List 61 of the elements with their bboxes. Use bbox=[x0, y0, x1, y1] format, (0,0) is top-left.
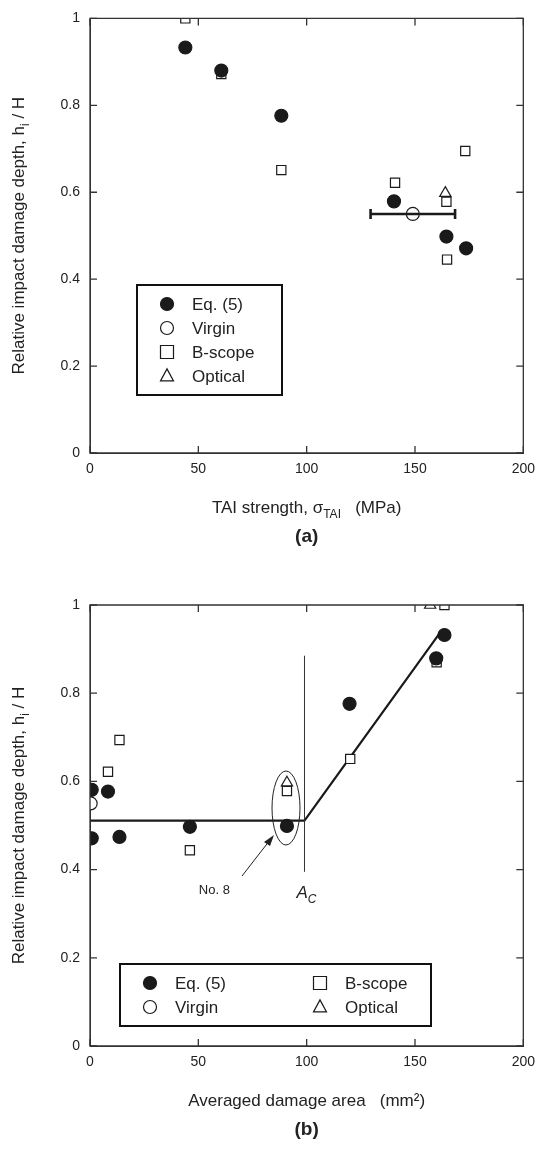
legend-label: Virgin bbox=[192, 319, 236, 338]
x-tick-label: 100 bbox=[294, 460, 319, 477]
x-tick-label: 150 bbox=[403, 1053, 427, 1070]
point bbox=[459, 241, 474, 256]
x-tick-label: 50 bbox=[190, 1053, 207, 1070]
legend-label: B-scope bbox=[192, 343, 255, 362]
point bbox=[182, 819, 197, 834]
text: (a) bbox=[295, 525, 319, 546]
point bbox=[112, 829, 127, 845]
y-tick-label: 0.8 bbox=[60, 96, 81, 113]
x-tick-label: 100 bbox=[294, 1053, 319, 1070]
point bbox=[386, 194, 402, 209]
y-tick-label: 1 bbox=[72, 9, 81, 26]
point bbox=[441, 196, 452, 207]
point bbox=[274, 108, 289, 123]
point bbox=[100, 784, 116, 799]
point bbox=[280, 775, 294, 787]
x-tick-label: 50 bbox=[190, 460, 207, 477]
y-tick-label: 0.6 bbox=[60, 183, 81, 200]
y-tick-label: 0.6 bbox=[60, 772, 81, 789]
legend-label: Eq. (5) bbox=[175, 974, 227, 993]
annotation: No. 8 bbox=[198, 881, 230, 897]
y-axis-title: Relative impact damage depth, hi / H bbox=[9, 686, 33, 965]
y-axis-title: Relative impact damage depth, hi / H bbox=[9, 96, 33, 375]
point bbox=[178, 40, 193, 55]
legend-label: Eq. (5) bbox=[192, 295, 244, 314]
point bbox=[102, 766, 114, 777]
point bbox=[279, 818, 295, 834]
text: (b) bbox=[294, 1118, 319, 1139]
y-tick-label: 0 bbox=[72, 1036, 81, 1053]
point bbox=[441, 254, 453, 265]
legend-label: Virgin bbox=[175, 998, 219, 1017]
y-tick-label: 0 bbox=[72, 443, 81, 460]
x-tick-label: 0 bbox=[86, 1053, 95, 1070]
point bbox=[214, 63, 229, 78]
y-tick-label: 0.4 bbox=[60, 270, 81, 287]
x-tick-label: 200 bbox=[511, 1053, 536, 1070]
point bbox=[184, 845, 196, 856]
point bbox=[114, 734, 125, 746]
y-tick-label: 0.2 bbox=[60, 356, 81, 373]
x-axis-title: Averaged damage area (mm²) bbox=[188, 1091, 426, 1110]
legend-label: Optical bbox=[345, 998, 398, 1017]
point bbox=[439, 229, 454, 244]
y-tick-label: 0.2 bbox=[60, 948, 81, 965]
point bbox=[281, 785, 293, 797]
legend-label: B-scope bbox=[345, 974, 408, 993]
point bbox=[389, 177, 401, 188]
y-tick-label: 0.8 bbox=[60, 684, 81, 701]
point bbox=[437, 627, 452, 643]
point bbox=[342, 696, 357, 711]
legend-label: Optical bbox=[192, 367, 245, 386]
y-tick-label: 1 bbox=[72, 595, 81, 612]
point bbox=[276, 164, 287, 176]
x-tick-label: 200 bbox=[511, 460, 536, 477]
x-tick-label: 0 bbox=[86, 460, 95, 477]
point bbox=[429, 651, 444, 666]
y-tick-label: 0.4 bbox=[60, 860, 81, 877]
x-tick-label: 150 bbox=[403, 460, 427, 477]
point bbox=[460, 145, 471, 157]
point bbox=[345, 753, 356, 765]
point bbox=[439, 186, 452, 197]
